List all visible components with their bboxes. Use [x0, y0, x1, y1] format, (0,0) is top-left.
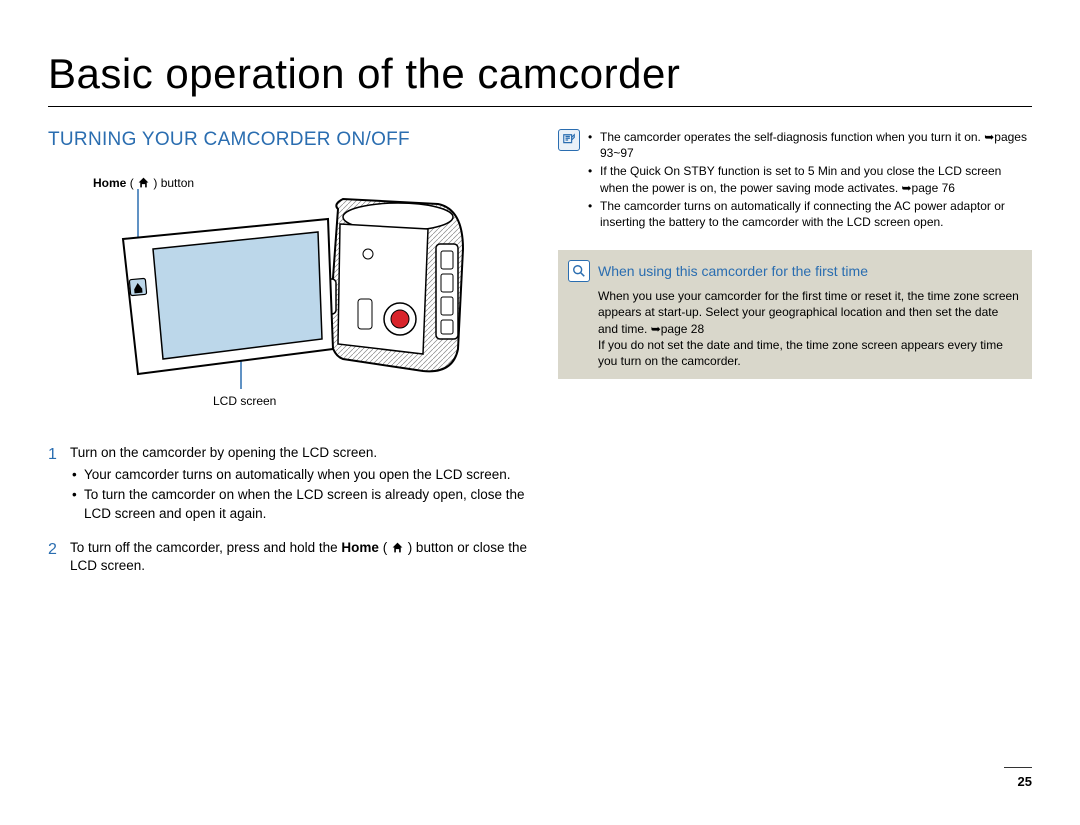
info-title: When using this camcorder for the first … [598, 262, 868, 281]
right-column: The camcorder operates the self-diagnosi… [558, 129, 1032, 589]
home-icon [137, 176, 150, 189]
step-body: To turn off the camcorder, press and hol… [70, 539, 528, 575]
home-label-suffix: button [157, 176, 194, 190]
info-paragraph: When you use your camcorder for the firs… [598, 288, 1020, 337]
step-number: 2 [48, 539, 70, 575]
page-number: 25 [1004, 767, 1032, 789]
step-text-home: Home [341, 540, 379, 555]
steps-list: 1 Turn on the camcorder by opening the L… [48, 444, 528, 575]
step-bullet: Your camcorder turns on automatically wh… [70, 466, 528, 484]
note-list: The camcorder operates the self-diagnosi… [588, 129, 1032, 232]
step-body: Turn on the camcorder by opening the LCD… [70, 444, 528, 525]
note-item: The camcorder operates the self-diagnosi… [588, 129, 1032, 161]
info-paragraph: If you do not set the date and time, the… [598, 337, 1020, 369]
first-time-panel: When using this camcorder for the first … [558, 250, 1032, 379]
section-heading: TURNING YOUR CAMCORDER ON/OFF [48, 129, 528, 151]
note-item: The camcorder turns on automatically if … [588, 198, 1032, 230]
step-number: 1 [48, 444, 70, 525]
home-label-bold: Home [93, 176, 126, 190]
home-button-label: Home ( ) button [93, 176, 194, 190]
content-columns: TURNING YOUR CAMCORDER ON/OFF Home ( ) b… [48, 129, 1032, 589]
note-item: If the Quick On STBY function is set to … [588, 163, 1032, 195]
lcd-screen-label: LCD screen [213, 394, 276, 408]
step-text-c: ( [379, 540, 391, 555]
camcorder-svg [78, 169, 478, 414]
home-icon [391, 541, 404, 554]
manual-page: Basic operation of the camcorder TURNING… [0, 0, 1080, 629]
note-box: The camcorder operates the self-diagnosi… [558, 129, 1032, 232]
step-1: 1 Turn on the camcorder by opening the L… [48, 444, 528, 525]
info-header: When using this camcorder for the first … [568, 260, 1020, 282]
step-bullets: Your camcorder turns on automatically wh… [70, 466, 528, 523]
page-title: Basic operation of the camcorder [48, 50, 1032, 107]
step-2: 2 To turn off the camcorder, press and h… [48, 539, 528, 575]
camcorder-diagram: Home ( ) button LCD screen [78, 169, 478, 414]
left-column: TURNING YOUR CAMCORDER ON/OFF Home ( ) b… [48, 129, 528, 589]
note-icon [558, 129, 580, 151]
home-label-paren: ( ) [130, 176, 158, 190]
info-body: When you use your camcorder for the firs… [568, 288, 1020, 369]
magnify-icon [568, 260, 590, 282]
step-bullet: To turn the camcorder on when the LCD sc… [70, 486, 528, 522]
step-text: Turn on the camcorder by opening the LCD… [70, 445, 377, 460]
step-text-a: To turn off the camcorder, press and hol… [70, 540, 341, 555]
